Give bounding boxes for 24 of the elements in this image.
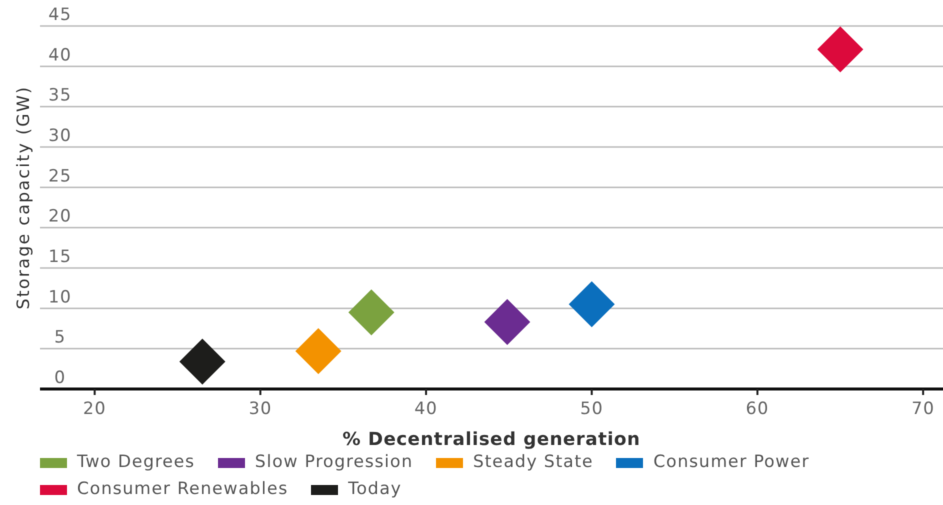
x-tick-label: 60	[746, 399, 770, 420]
legend-label: Today	[348, 478, 402, 501]
y-tick-label: 0	[54, 368, 66, 388]
x-tick-label: 30	[248, 399, 272, 420]
legend-label: Slow Progression	[254, 451, 413, 474]
y-tick-label: 20	[48, 206, 72, 227]
y-tick-label: 35	[48, 86, 72, 106]
y-tick-label: 25	[48, 166, 72, 186]
y-tick-label: 10	[48, 287, 72, 308]
legend-label: Consumer Power	[653, 451, 810, 474]
y-axis-title: Storage capacity (GW)	[14, 86, 34, 310]
y-tick-label: 15	[48, 247, 72, 267]
x-axis-title: % Decentralised generation	[342, 429, 640, 450]
legend-label: Steady State	[473, 451, 594, 474]
x-tick-label: 50	[580, 399, 604, 420]
legend-label: Consumer Renewables	[77, 478, 288, 501]
x-tick-label: 40	[414, 399, 438, 420]
x-tick-label: 70	[912, 399, 935, 420]
y-tick-label: 45	[48, 5, 72, 25]
y-tick-label: 30	[48, 126, 72, 146]
x-tick-label: 20	[83, 399, 106, 420]
legend-label: Two Degrees	[77, 451, 195, 474]
y-tick-label: 5	[54, 328, 66, 348]
y-tick-label: 40	[48, 45, 72, 66]
